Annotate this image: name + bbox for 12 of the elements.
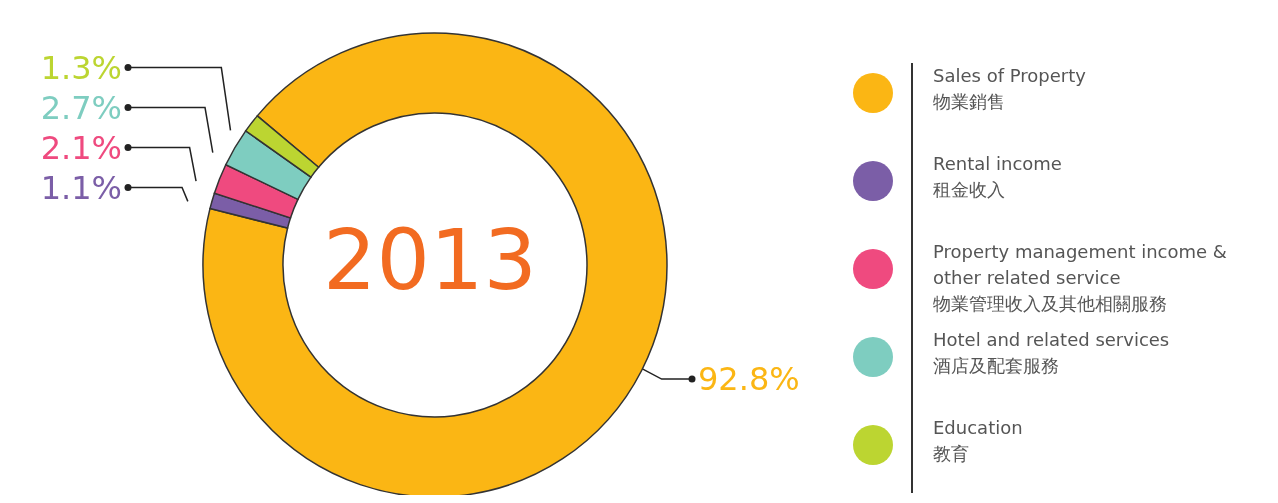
- data-label: 2.7%: [40, 88, 122, 127]
- legend-label: Rental income 租金收入: [933, 152, 1063, 202]
- donut-slice: [202, 32, 668, 495]
- text: 2013: [323, 211, 537, 309]
- legend-label: Hotel and related services 酒店及配套服務: [933, 328, 1171, 378]
- data-label: 1.1%: [40, 168, 122, 207]
- legend-label: Education 教育: [933, 416, 1024, 466]
- data-label: 1.3%: [40, 48, 122, 87]
- data-label: 2.1%: [40, 128, 122, 167]
- legend-label: Sales of Property 物業銷售: [933, 64, 1087, 114]
- legend-label: Property management income & other related service 物業管理收入及其他相關服務: [933, 240, 1228, 316]
- data-label: 92.8%: [698, 360, 800, 399]
